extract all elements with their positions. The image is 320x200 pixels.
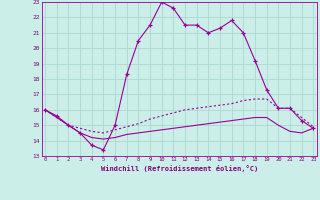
X-axis label: Windchill (Refroidissement éolien,°C): Windchill (Refroidissement éolien,°C)	[100, 165, 258, 172]
